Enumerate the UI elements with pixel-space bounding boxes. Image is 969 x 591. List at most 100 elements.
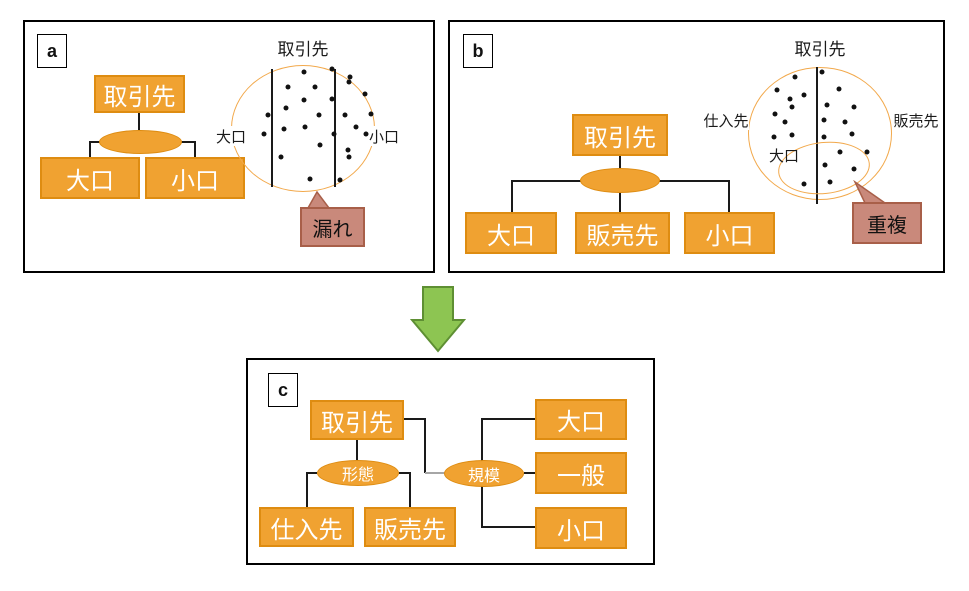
data-dot bbox=[836, 86, 842, 92]
data-dot bbox=[316, 112, 322, 118]
data-dot bbox=[772, 111, 778, 117]
data-dot bbox=[301, 69, 307, 75]
connector bbox=[399, 472, 410, 474]
data-dot bbox=[827, 179, 833, 185]
connector bbox=[424, 418, 426, 473]
data-dot bbox=[331, 131, 337, 137]
data-dot bbox=[301, 97, 307, 103]
data-dot bbox=[782, 119, 788, 125]
data-dot bbox=[337, 177, 343, 183]
data-dot bbox=[792, 74, 798, 80]
venn-b-title: 取引先 bbox=[794, 40, 846, 59]
data-dot bbox=[368, 111, 374, 117]
panel-c: c 取引先 形態 規模 仕入先 販売先 大口 一般 小口 bbox=[246, 358, 655, 565]
node-a-root: 取引先 bbox=[94, 75, 185, 113]
connector bbox=[356, 440, 358, 460]
data-dot bbox=[363, 131, 369, 137]
data-dot bbox=[346, 154, 352, 160]
connector bbox=[619, 192, 621, 212]
connector bbox=[138, 113, 140, 130]
venn-b-left-label: 仕入先 bbox=[703, 110, 749, 130]
data-dot bbox=[787, 96, 793, 102]
connector bbox=[481, 418, 535, 420]
venn-b-inner-label: 大口 bbox=[768, 147, 799, 165]
data-dot bbox=[821, 134, 827, 140]
junction-b bbox=[580, 168, 660, 193]
data-dot bbox=[789, 132, 795, 138]
connector bbox=[524, 472, 535, 474]
connector-gray bbox=[425, 472, 445, 474]
data-dot bbox=[801, 92, 807, 98]
data-dot bbox=[345, 147, 351, 153]
junction-c-form: 形態 bbox=[317, 460, 399, 486]
data-dot bbox=[285, 84, 291, 90]
data-dot bbox=[851, 104, 857, 110]
panel-a: a 取引先 大口 小口 取引先 大口 小口 漏れ bbox=[23, 20, 435, 273]
node-c-root: 取引先 bbox=[310, 400, 404, 440]
connector bbox=[181, 141, 195, 143]
connector bbox=[481, 526, 535, 528]
data-dot bbox=[317, 142, 323, 148]
venn-a-divider-left bbox=[271, 69, 273, 187]
connector bbox=[306, 472, 317, 474]
duplicate-callout-pointer bbox=[853, 180, 888, 204]
data-dot bbox=[329, 66, 335, 72]
data-dot bbox=[824, 102, 830, 108]
venn-b-divider bbox=[816, 67, 818, 204]
venn-a-left-label: 大口 bbox=[209, 126, 253, 146]
node-b-child-sales: 販売先 bbox=[575, 212, 670, 254]
data-dot bbox=[307, 176, 313, 182]
down-arrow-icon bbox=[410, 286, 466, 353]
data-dot bbox=[342, 112, 348, 118]
connector bbox=[619, 156, 621, 169]
data-dot bbox=[362, 91, 368, 97]
node-c-small: 小口 bbox=[535, 507, 627, 549]
data-dot bbox=[353, 124, 359, 130]
panel-b-letter: b bbox=[463, 34, 493, 68]
junction-a bbox=[99, 130, 182, 154]
data-dot bbox=[347, 74, 353, 80]
data-dot bbox=[801, 181, 807, 187]
venn-a-right-label: 小口 bbox=[362, 126, 406, 146]
data-dot bbox=[789, 104, 795, 110]
node-c-general: 一般 bbox=[535, 452, 627, 494]
data-dot bbox=[864, 149, 870, 155]
venn-b-right-label: 販売先 bbox=[893, 110, 939, 130]
connector bbox=[306, 472, 308, 507]
node-c-supplier: 仕入先 bbox=[259, 507, 354, 547]
data-dot bbox=[821, 117, 827, 123]
data-dot bbox=[851, 166, 857, 172]
panel-c-letter: c bbox=[268, 373, 298, 407]
node-b-child-large: 大口 bbox=[465, 212, 557, 254]
connector bbox=[89, 141, 91, 158]
junction-c-scale: 規模 bbox=[444, 460, 524, 487]
connector bbox=[728, 180, 730, 212]
connector bbox=[659, 180, 729, 182]
node-a-child-large: 大口 bbox=[40, 157, 140, 199]
data-dot bbox=[278, 154, 284, 160]
leak-callout: 漏れ bbox=[300, 207, 365, 247]
data-dot bbox=[837, 149, 843, 155]
data-dot bbox=[265, 112, 271, 118]
venn-b-circle bbox=[748, 67, 892, 200]
data-dot bbox=[283, 105, 289, 111]
venn-a-title: 取引先 bbox=[277, 40, 329, 59]
node-b-root: 取引先 bbox=[572, 114, 668, 156]
connector bbox=[511, 180, 513, 212]
data-dot bbox=[819, 69, 825, 75]
panel-b: b 取引先 大口 販売先 小口 取引先 仕入先 販売先 大口 重複 bbox=[448, 20, 945, 273]
node-c-sales: 販売先 bbox=[364, 507, 456, 547]
node-c-large: 大口 bbox=[535, 399, 627, 440]
data-dot bbox=[822, 162, 828, 168]
data-dot bbox=[312, 84, 318, 90]
connector bbox=[511, 180, 581, 182]
panel-a-letter: a bbox=[37, 34, 67, 68]
data-dot bbox=[281, 126, 287, 132]
connector bbox=[194, 141, 196, 158]
node-a-child-small: 小口 bbox=[145, 157, 245, 199]
connector bbox=[89, 141, 100, 143]
connector bbox=[409, 472, 411, 507]
data-dot bbox=[261, 131, 267, 137]
venn-a-divider-right bbox=[334, 69, 336, 187]
